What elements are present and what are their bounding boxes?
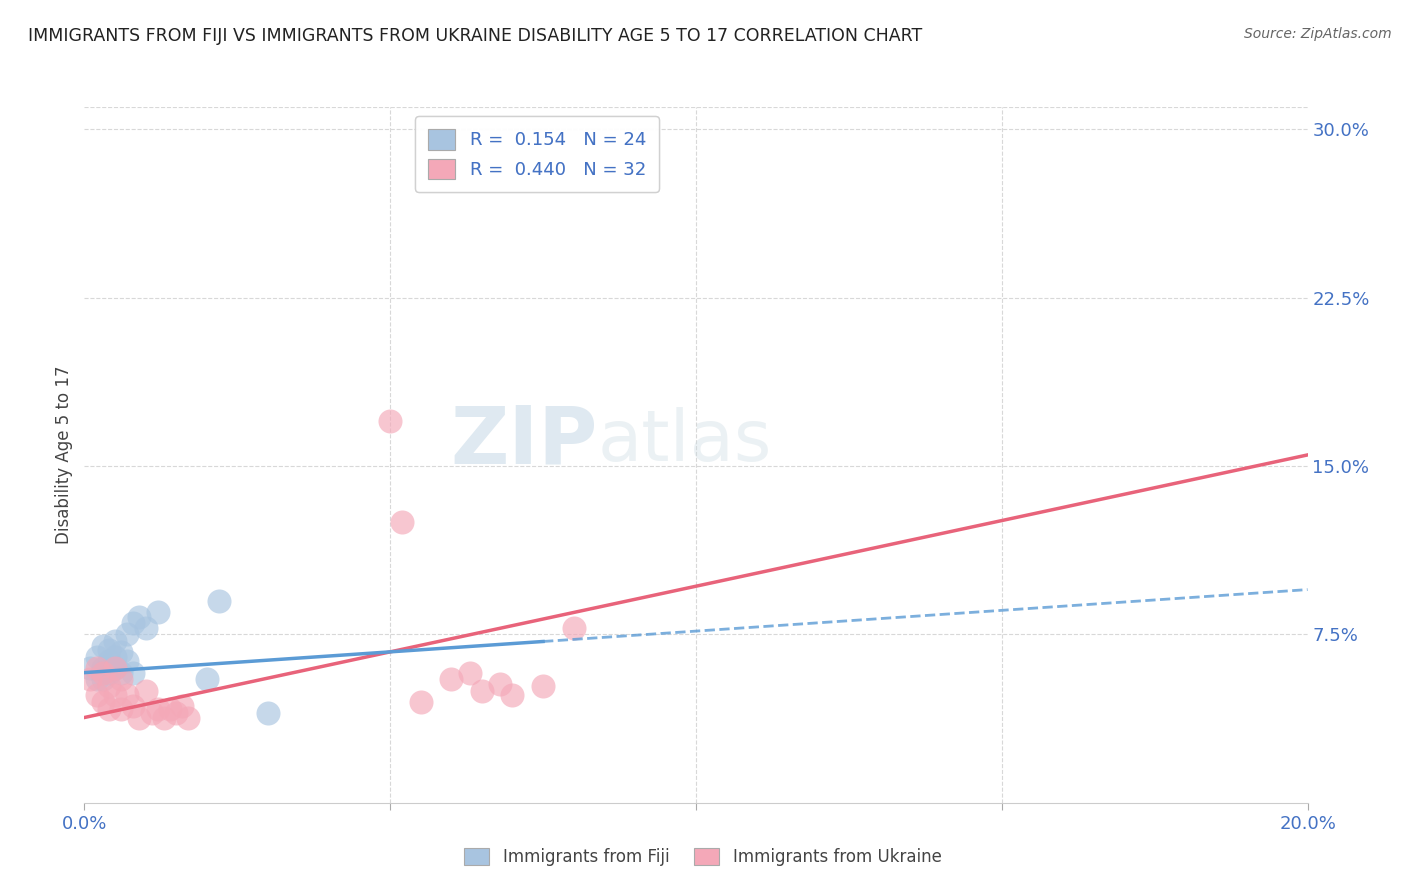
Legend: Immigrants from Fiji, Immigrants from Ukraine: Immigrants from Fiji, Immigrants from Uk… bbox=[456, 840, 950, 875]
Point bbox=[110, 673, 132, 687]
Point bbox=[471, 683, 494, 698]
Point bbox=[86, 649, 108, 664]
Text: ZIP: ZIP bbox=[451, 402, 598, 480]
Point bbox=[159, 701, 181, 715]
Point bbox=[146, 605, 169, 619]
Point bbox=[489, 677, 512, 691]
Point bbox=[104, 688, 127, 702]
Point bbox=[86, 661, 108, 675]
Point bbox=[165, 706, 187, 720]
Point bbox=[128, 609, 150, 624]
Point bbox=[141, 706, 163, 720]
Point bbox=[110, 645, 132, 659]
Point bbox=[97, 654, 120, 668]
Point bbox=[115, 654, 138, 668]
Point bbox=[135, 683, 157, 698]
Point bbox=[208, 594, 231, 608]
Point bbox=[97, 643, 120, 657]
Point bbox=[172, 699, 194, 714]
Point bbox=[391, 515, 413, 529]
Point bbox=[562, 621, 585, 635]
Point bbox=[79, 673, 101, 687]
Point bbox=[97, 665, 120, 680]
Text: IMMIGRANTS FROM FIJI VS IMMIGRANTS FROM UKRAINE DISABILITY AGE 5 TO 17 CORRELATI: IMMIGRANTS FROM FIJI VS IMMIGRANTS FROM … bbox=[28, 27, 922, 45]
Point bbox=[195, 673, 218, 687]
Point bbox=[97, 701, 120, 715]
Point bbox=[104, 661, 127, 675]
Point bbox=[91, 673, 114, 687]
Point bbox=[79, 661, 101, 675]
Point bbox=[104, 634, 127, 648]
Point bbox=[409, 695, 432, 709]
Text: Source: ZipAtlas.com: Source: ZipAtlas.com bbox=[1244, 27, 1392, 41]
Point bbox=[91, 695, 114, 709]
Point bbox=[440, 673, 463, 687]
Point bbox=[128, 710, 150, 724]
Point bbox=[86, 673, 108, 687]
Point bbox=[110, 701, 132, 715]
Point bbox=[122, 616, 145, 631]
Legend: R =  0.154   N = 24, R =  0.440   N = 32: R = 0.154 N = 24, R = 0.440 N = 32 bbox=[415, 116, 658, 192]
Point bbox=[91, 661, 114, 675]
Point bbox=[135, 621, 157, 635]
Point bbox=[91, 639, 114, 653]
Point bbox=[115, 688, 138, 702]
Point bbox=[115, 627, 138, 641]
Point bbox=[91, 665, 114, 680]
Point bbox=[104, 661, 127, 675]
Point bbox=[458, 665, 481, 680]
Point bbox=[122, 699, 145, 714]
Point bbox=[110, 665, 132, 680]
Point bbox=[257, 706, 280, 720]
Point bbox=[502, 688, 524, 702]
Y-axis label: Disability Age 5 to 17: Disability Age 5 to 17 bbox=[55, 366, 73, 544]
Point bbox=[153, 710, 176, 724]
Point bbox=[531, 679, 554, 693]
Point bbox=[104, 649, 127, 664]
Point bbox=[380, 414, 402, 428]
Point bbox=[146, 701, 169, 715]
Point bbox=[97, 679, 120, 693]
Point bbox=[122, 665, 145, 680]
Text: atlas: atlas bbox=[598, 407, 772, 475]
Point bbox=[86, 688, 108, 702]
Point bbox=[177, 710, 200, 724]
